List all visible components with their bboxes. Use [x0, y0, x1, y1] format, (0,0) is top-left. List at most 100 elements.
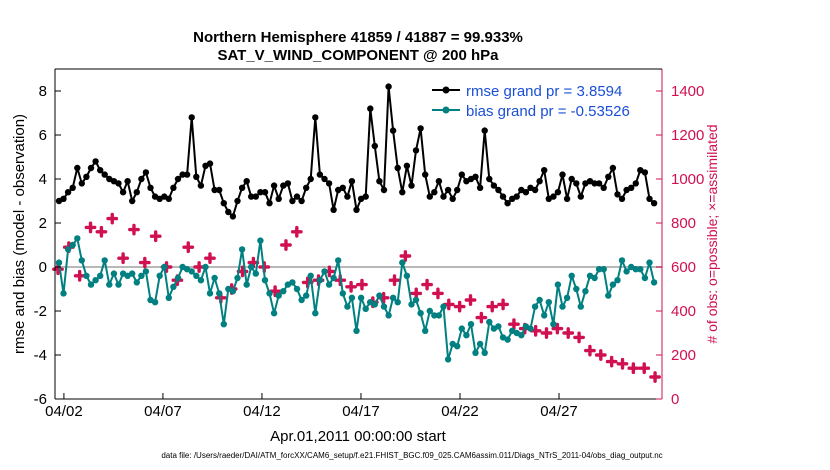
bias-point: [417, 310, 424, 317]
bias-point: [202, 263, 209, 271]
obs-marker: [345, 280, 357, 293]
bias-point: [133, 279, 140, 286]
rmse-point: [64, 189, 72, 196]
bias-point: [609, 281, 617, 288]
x-tick-label: 04/02: [45, 403, 83, 420]
rmse-point: [270, 182, 278, 189]
rmse-point: [650, 200, 658, 207]
bias-point: [550, 321, 557, 328]
bias-point: [206, 290, 214, 297]
rmse-point: [147, 184, 154, 191]
bias-point: [303, 292, 310, 299]
bias-point: [618, 257, 626, 264]
bias-point: [568, 272, 575, 279]
bias-point: [541, 312, 548, 319]
rmse-point: [303, 184, 310, 191]
rmse-point: [449, 195, 456, 202]
bias-point: [458, 325, 465, 332]
bias-point: [97, 272, 104, 279]
obs-marker: [562, 327, 575, 339]
legend: rmse grand pr = 3.8594 bias grand pr = -…: [432, 83, 630, 120]
bias-point: [435, 312, 443, 319]
bias-point: [110, 270, 118, 277]
bias-point: [467, 321, 475, 328]
rmse-point: [266, 200, 273, 207]
bias-point: [614, 277, 621, 284]
data-file-footnote: data file: /Users/raeder/DAI/ATM_forcXX/…: [161, 451, 662, 460]
obs-marker: [605, 355, 618, 368]
obs-marker: [193, 261, 206, 273]
bias-point: [444, 356, 452, 363]
bias-point: [92, 277, 99, 284]
bias-point: [600, 266, 607, 273]
bias-point: [531, 303, 539, 310]
rmse-point: [389, 127, 397, 134]
y-tick-label: 2: [39, 215, 47, 232]
obs-marker: [638, 362, 651, 375]
obs-marker: [573, 331, 585, 344]
bias-point: [211, 274, 218, 282]
obs-marker: [95, 225, 108, 238]
bias-point: [330, 274, 337, 282]
bias-point: [261, 277, 269, 284]
bias-point: [275, 292, 282, 299]
legend-bias-label: bias grand pr = -0.53526: [466, 103, 630, 120]
bias-point: [481, 349, 488, 356]
bias-point: [129, 270, 136, 277]
y-tick-label: 6: [39, 127, 47, 144]
bias-point: [289, 279, 296, 286]
y-tick-label: 4: [39, 171, 47, 188]
obs-marker: [540, 327, 553, 339]
bias-point: [298, 296, 305, 304]
bias-point: [403, 272, 411, 279]
rmse-point: [541, 167, 548, 174]
bias-point: [156, 272, 163, 279]
rmse-point: [486, 175, 493, 183]
bias-point: [582, 288, 589, 295]
bias-point: [151, 299, 159, 306]
bias-point: [243, 281, 250, 288]
rmse-point: [312, 114, 319, 121]
rmse-point: [174, 175, 182, 183]
y-axis-label: rmse and bias (model - observation): [11, 114, 28, 354]
obs-marker: [399, 250, 412, 262]
y-tick-label: -4: [34, 347, 47, 364]
rmse-point: [422, 171, 429, 178]
obs-marker: [421, 278, 433, 291]
obs-marker: [182, 241, 195, 254]
x-axis-ticks: 04/02 04/07 04/12 04/17 04/22 04/27: [45, 393, 578, 420]
bias-point: [495, 323, 502, 330]
right-tick-label: 800: [671, 215, 696, 232]
rmse-point: [165, 195, 172, 202]
bias-point: [74, 235, 81, 242]
x-tick-label: 04/12: [243, 403, 281, 420]
obs-marker: [138, 256, 151, 269]
rmse-series: [55, 83, 658, 220]
bias-point: [335, 257, 342, 264]
obs-marker: [106, 212, 119, 225]
right-axis-ticks: 0 200 400 600 800 1000 1200 1400: [656, 83, 704, 408]
obs-marker: [464, 294, 477, 306]
rmse-point: [536, 178, 543, 185]
bias-point: [362, 305, 369, 312]
bias-point: [170, 283, 177, 290]
bias-point: [174, 274, 182, 282]
right-tick-label: 0: [671, 391, 679, 408]
bias-point: [504, 336, 511, 343]
obs-marker: [497, 298, 509, 311]
rmse-point: [440, 193, 447, 200]
x-axis-label: Apr.01,2011 00:00:00 start: [270, 428, 447, 445]
rmse-point: [138, 175, 145, 183]
rmse-point: [454, 186, 461, 194]
bias-point: [399, 259, 406, 266]
bias-point: [344, 303, 351, 310]
x-tick-label: 04/22: [441, 403, 479, 420]
rmse-point: [316, 171, 324, 178]
bias-point: [161, 263, 168, 271]
rmse-point: [298, 197, 305, 205]
rmse-point: [431, 189, 438, 196]
rmse-point: [97, 167, 104, 174]
x-tick-label: 04/27: [540, 403, 578, 420]
legend-rmse-label: rmse grand pr = 3.8594: [466, 83, 622, 100]
obs-marker: [204, 252, 216, 265]
